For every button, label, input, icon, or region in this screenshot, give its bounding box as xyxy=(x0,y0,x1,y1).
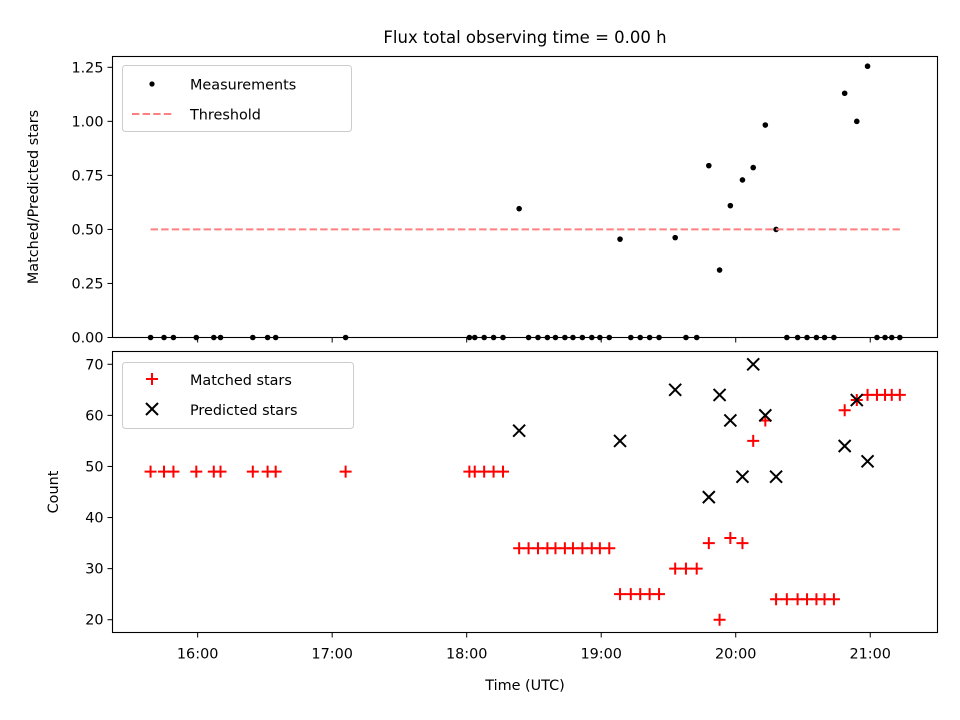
measurement-point xyxy=(706,162,712,169)
matched-stars-point xyxy=(713,613,726,626)
matched-stars-point xyxy=(144,465,157,478)
measurement-point xyxy=(516,205,522,212)
matched-stars-point xyxy=(827,593,840,606)
bottom-x-tick-label: 16:00 xyxy=(177,647,218,663)
legend-matched-label: Matched stars xyxy=(190,373,292,389)
top-y-axis-label: Matched/Predicted stars xyxy=(26,110,42,284)
predicted-stars-point xyxy=(837,439,852,453)
predicted-stars-point xyxy=(512,423,526,438)
measurement-point xyxy=(853,118,860,125)
top-axes-frame xyxy=(111,55,939,339)
bottom-x-axis-label: Time (UTC) xyxy=(484,678,565,694)
matched-stars-point xyxy=(653,588,666,601)
matched-stars-point xyxy=(702,537,715,550)
top-y-tick-label: 0.75 xyxy=(71,168,103,184)
bottom-y-tick-label: 50 xyxy=(85,459,103,475)
matched-stars-point xyxy=(246,465,259,478)
legend-predicted-label: Predicted stars xyxy=(190,403,298,419)
matched-stars-point xyxy=(269,465,282,478)
bottom-y-tick-label: 30 xyxy=(85,562,103,578)
matched-stars-point xyxy=(893,388,906,401)
predicted-stars-point xyxy=(758,408,773,423)
matched-stars-point xyxy=(339,465,352,478)
measurement-point xyxy=(864,63,871,70)
predicted-stars-point xyxy=(769,469,783,484)
top-legend-box xyxy=(122,65,352,132)
legend-measurements-marker xyxy=(149,81,155,87)
matched-stars-point xyxy=(214,465,227,478)
top-y-tick-label: 0.50 xyxy=(71,222,103,238)
bottom-legend-box xyxy=(122,362,354,429)
top-y-tick-label: 0.25 xyxy=(71,276,103,292)
predicted-stars-point xyxy=(668,383,682,397)
predicted-stars-point xyxy=(860,454,875,469)
bottom-x-tick-label: 19:00 xyxy=(580,647,621,663)
matched-stars-point xyxy=(747,434,760,447)
measurement-point xyxy=(672,234,678,241)
bottom-y-tick-label: 40 xyxy=(85,511,103,527)
bottom-y-tick-label: 70 xyxy=(85,357,103,373)
top-chart-title: Flux total observing time = 0.00 h xyxy=(383,28,666,47)
top-ticks: 0.00 0.25 0.50 0.75 1.00 1.25 xyxy=(71,60,871,347)
predicted-stars-point xyxy=(613,434,627,448)
top-y-tick-label: 0.00 xyxy=(71,331,103,347)
matched-stars-point xyxy=(724,531,737,544)
legend-matched-marker xyxy=(146,373,158,385)
bottom-x-tick-label: 20:00 xyxy=(715,647,756,663)
measurement-point xyxy=(727,202,734,209)
bottom-legend: Matched stars Predicted stars xyxy=(122,362,354,429)
predicted-stars-point xyxy=(702,490,716,504)
measurement-point xyxy=(841,90,848,97)
bottom-y-tick-label: 60 xyxy=(85,408,103,424)
bottom-axes: 20 30 40 50 60 70 16:00 17:00 18:00 19:00 20:00 21:… xyxy=(46,350,939,694)
bottom-y-tick-label: 20 xyxy=(85,613,103,629)
measurement-point xyxy=(762,122,769,128)
bottom-x-tick-label: 17:00 xyxy=(311,647,352,663)
matched-stars-point xyxy=(167,465,180,478)
measurement-point xyxy=(739,177,746,183)
legend-measurements-label: Measurements xyxy=(190,78,296,94)
bottom-axes-frame xyxy=(111,350,939,634)
top-legend: Measurements Threshold xyxy=(122,65,352,132)
matched-stars-point xyxy=(190,465,203,478)
measurement-point xyxy=(716,267,723,273)
measurement-point xyxy=(617,236,623,242)
bottom-y-axis-label: Count xyxy=(46,470,62,513)
top-axes: 0.00 0.25 0.50 0.75 1.00 1.25 Matched/Predict… xyxy=(26,55,939,347)
matched-stars-point xyxy=(736,537,749,550)
matched-stars-point xyxy=(679,562,692,575)
matched-stars-point xyxy=(614,588,627,601)
predicted-stars-point xyxy=(723,413,738,428)
predicted-stars-point xyxy=(850,393,864,407)
matched-stars-point xyxy=(497,465,510,478)
matched-stars-point xyxy=(770,593,783,606)
legend-predicted-marker xyxy=(145,402,159,416)
matched-stars-point xyxy=(690,562,703,575)
matched-stars-point xyxy=(669,562,682,575)
legend-threshold-label: Threshold xyxy=(189,108,261,124)
matched-stars-point xyxy=(603,542,616,555)
top-y-tick-label: 1.25 xyxy=(71,60,103,76)
predicted-stars-point xyxy=(746,357,760,371)
bottom-x-tick-label: 18:00 xyxy=(446,647,487,663)
bottom-ticks: 20 30 40 50 60 70 16:00 17:00 18:00 19:00 20:00 21:… xyxy=(85,357,891,662)
predicted-stars-point xyxy=(735,469,750,484)
matched-stars-point xyxy=(838,404,851,417)
measurement-point xyxy=(750,164,757,171)
bottom-data-marks xyxy=(144,357,906,626)
predicted-stars-point xyxy=(712,388,727,402)
top-y-tick-label: 1.00 xyxy=(71,114,103,130)
bottom-x-tick-label: 21:00 xyxy=(849,647,890,663)
matched-stars-point xyxy=(780,593,793,606)
